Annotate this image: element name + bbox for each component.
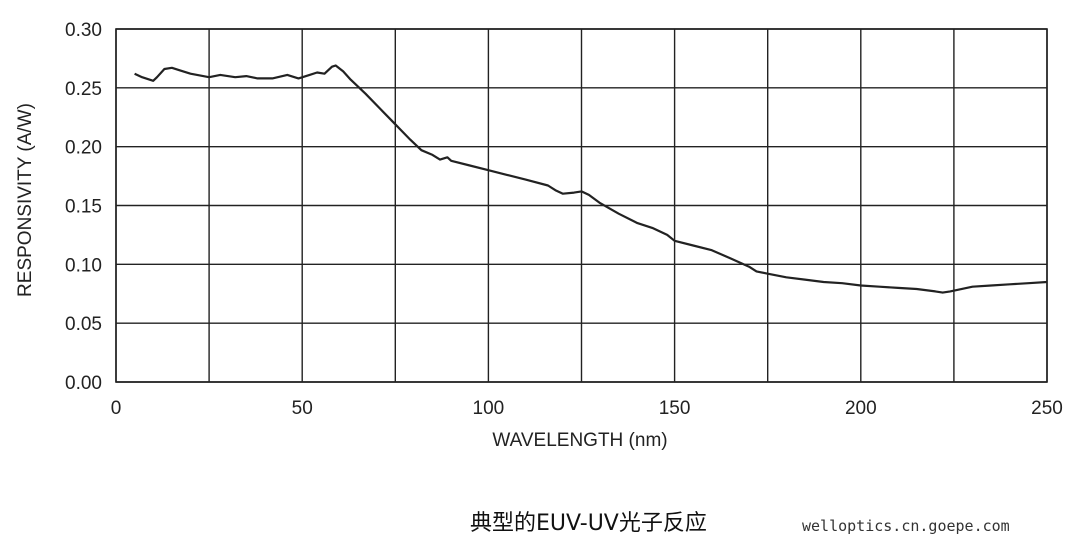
x-tick-label: 250	[1031, 398, 1063, 419]
y-tick-label: 0.30	[65, 20, 102, 41]
y-tick-label: 0.15	[65, 197, 102, 218]
y-tick-label: 0.25	[65, 79, 102, 100]
x-tick-label: 150	[659, 398, 691, 419]
y-tick-label: 0.05	[65, 314, 102, 335]
y-tick-label: 0.00	[65, 373, 102, 394]
responsivity-chart: 0 50 100 150 200 250 0.00 0.05 0.10 0.15 0.20 0.25…	[15, 20, 1063, 451]
chart-grid	[115, 28, 1048, 383]
plot-frame	[115, 28, 1048, 383]
y-axis-label: RESPONSIVITY (A/W)	[15, 103, 36, 297]
watermark-text: welloptics.cn.goepe.com	[802, 517, 1010, 535]
y-tick-labels: 0.00 0.05 0.10 0.15 0.20 0.25 0.30	[65, 20, 102, 394]
x-tick-label: 0	[111, 398, 122, 419]
x-axis-label: WAVELENGTH (nm)	[492, 430, 667, 451]
x-tick-label: 200	[845, 398, 877, 419]
x-tick-label: 100	[473, 398, 505, 419]
x-tick-label: 50	[292, 398, 313, 419]
responsivity-line	[134, 64, 1048, 294]
y-tick-label: 0.20	[65, 138, 102, 159]
x-tick-labels: 0 50 100 150 200 250	[111, 398, 1063, 419]
chart-caption: 典型的EUV-UV光子反应	[470, 511, 707, 536]
y-tick-label: 0.10	[65, 255, 102, 276]
